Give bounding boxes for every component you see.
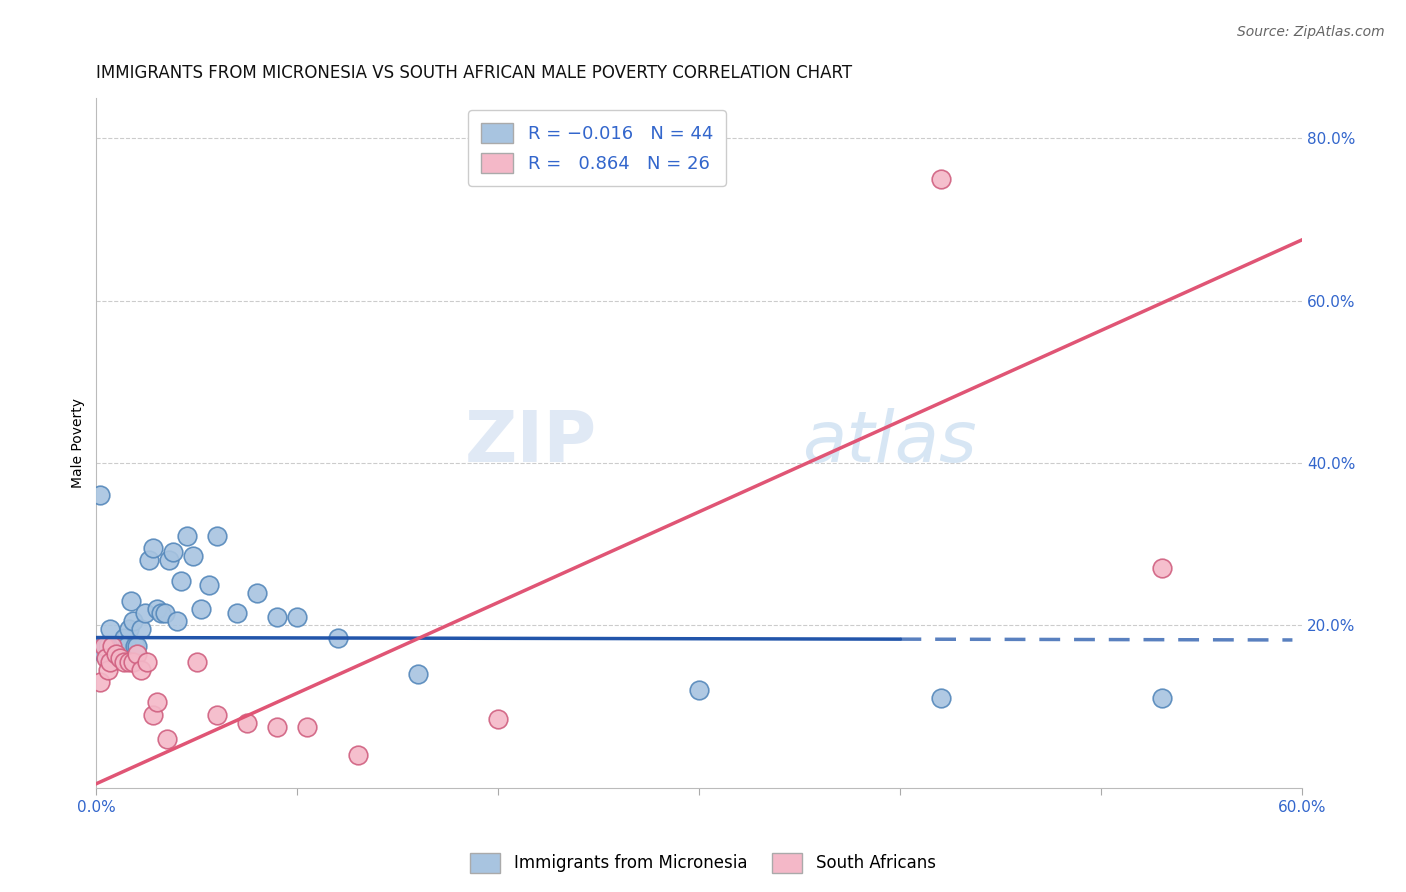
Point: [91, 639, 114, 653]
Point: [125, 639, 148, 653]
Point: [96, 650, 118, 665]
Point: [142, 707, 165, 722]
Point: [929, 691, 952, 706]
Point: [287, 610, 309, 624]
Point: [138, 553, 160, 567]
Point: [101, 647, 124, 661]
Point: [157, 553, 180, 567]
Point: [186, 655, 208, 669]
Point: [96, 639, 118, 653]
Point: [170, 574, 193, 588]
Point: [117, 623, 139, 637]
Point: [129, 663, 152, 677]
Point: [134, 606, 156, 620]
Point: [97, 639, 120, 653]
Point: [198, 578, 221, 592]
Point: [121, 655, 143, 669]
Point: [226, 606, 249, 620]
Point: [121, 615, 143, 629]
Point: [145, 696, 167, 710]
Point: [1150, 691, 1173, 706]
Point: [156, 732, 179, 747]
Point: [1150, 561, 1173, 575]
Legend: Immigrants from Micronesia, South Africans: Immigrants from Micronesia, South Africa…: [464, 847, 942, 880]
Point: [153, 606, 176, 620]
Point: [117, 655, 139, 669]
Point: [688, 683, 710, 698]
Point: [149, 606, 172, 620]
Point: [110, 639, 132, 653]
Point: [145, 602, 167, 616]
Point: [101, 639, 124, 653]
Point: [115, 639, 138, 653]
Point: [190, 602, 212, 616]
Point: [120, 594, 142, 608]
Point: [125, 647, 148, 661]
Text: IMMIGRANTS FROM MICRONESIA VS SOUTH AFRICAN MALE POVERTY CORRELATION CHART: IMMIGRANTS FROM MICRONESIA VS SOUTH AFRI…: [97, 64, 852, 82]
Point: [346, 748, 368, 763]
Point: [162, 545, 184, 559]
Text: ZIP: ZIP: [464, 409, 598, 477]
Point: [107, 639, 129, 653]
Point: [266, 720, 288, 734]
Point: [114, 655, 136, 669]
Point: [124, 639, 146, 653]
Point: [110, 650, 132, 665]
Point: [89, 488, 111, 502]
Text: Source: ZipAtlas.com: Source: ZipAtlas.com: [1237, 25, 1385, 39]
Point: [142, 541, 165, 556]
Point: [929, 171, 952, 186]
Point: [205, 707, 228, 722]
Point: [236, 715, 259, 730]
Point: [406, 667, 429, 681]
Text: atlas: atlas: [801, 409, 977, 477]
Point: [111, 639, 134, 653]
Point: [103, 639, 125, 653]
Point: [114, 631, 136, 645]
Point: [89, 675, 111, 690]
Point: [176, 529, 198, 543]
Point: [100, 623, 122, 637]
Point: [135, 655, 157, 669]
Point: [326, 631, 349, 645]
Point: [97, 663, 120, 677]
Point: [205, 529, 228, 543]
Point: [93, 647, 115, 661]
Point: [166, 615, 188, 629]
Point: [93, 639, 115, 653]
Point: [105, 639, 128, 653]
Point: [266, 610, 288, 624]
Point: [486, 712, 509, 726]
Point: [105, 647, 128, 661]
Y-axis label: Male Poverty: Male Poverty: [72, 398, 86, 488]
Point: [181, 549, 204, 564]
Legend: R = −0.016   N = 44, R =   0.864   N = 26: R = −0.016 N = 44, R = 0.864 N = 26: [468, 110, 725, 186]
Point: [297, 720, 319, 734]
Point: [100, 655, 122, 669]
Point: [246, 586, 269, 600]
Point: [129, 623, 152, 637]
